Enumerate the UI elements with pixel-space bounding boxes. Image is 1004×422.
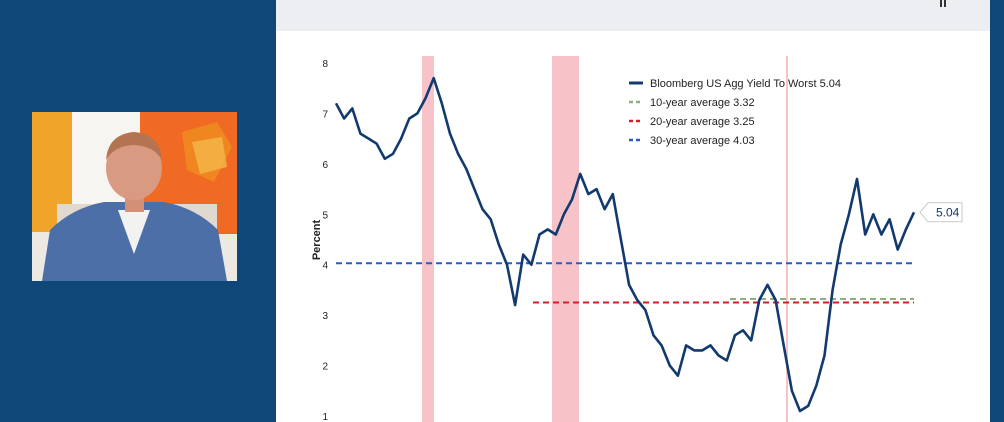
y-axis-ticks: 1 2 3 4 5 6 7 8 — [322, 59, 328, 422]
legend-label-2: 10-year average 3.32 — [650, 97, 755, 109]
recession-shading — [422, 56, 788, 422]
presenter-image — [32, 112, 237, 281]
legend-label-4: 30-year average 4.03 — [650, 135, 755, 147]
y-tick-label: 2 — [322, 362, 328, 373]
y-tick-label: 8 — [322, 59, 328, 70]
presenter-video-thumbnail[interactable] — [32, 112, 237, 281]
y-tick-label: 4 — [322, 261, 328, 272]
y-tick-label: 5 — [322, 210, 328, 221]
end-value-box — [919, 202, 963, 223]
right-edge-background — [990, 0, 1004, 422]
y-axis-label: Percent — [311, 219, 323, 260]
slide-top-bar — [276, 0, 990, 31]
yield-series-line — [334, 76, 916, 413]
y-tick-label: 1 — [322, 412, 328, 422]
y-tick-label: 7 — [322, 109, 328, 120]
legend-label-3: 20-year average 3.25 — [650, 116, 755, 128]
pause-icon[interactable] — [939, 0, 947, 8]
recession-band-1 — [422, 56, 434, 422]
legend-label-1: Bloomberg US Agg Yield To Worst 5.04 — [650, 78, 841, 90]
slide-panel — [276, 0, 990, 422]
y-tick-label: 6 — [322, 160, 328, 171]
end-value-callout: 5.04 — [919, 202, 963, 223]
recession-band-3 — [786, 56, 788, 422]
end-value-label: 5.04 — [936, 205, 960, 219]
legend: Bloomberg US Agg Yield To Worst 5.04 10-y… — [629, 78, 841, 147]
y-tick-label: 3 — [322, 311, 328, 322]
recession-band-2 — [552, 56, 579, 422]
